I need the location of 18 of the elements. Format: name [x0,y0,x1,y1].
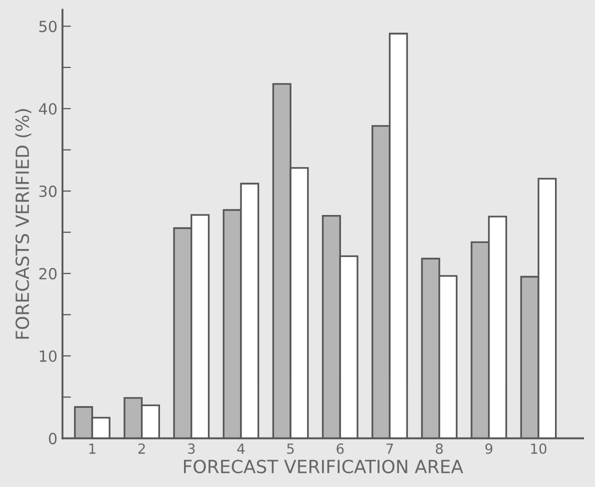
x-tick-label: 5 [287,444,294,454]
x-tick-label: 6 [336,443,344,454]
x-tick-label: 1 [89,444,96,454]
y-tick-label: 20 [39,268,57,280]
y-tick-label: 30 [39,186,57,198]
x-tick-label: 7 [386,444,393,454]
x-tick-label: 10 [531,443,546,454]
x-tick-label: 8 [436,443,443,454]
y-tick-label: 40 [38,103,57,115]
x-tick-label: 4 [237,444,245,454]
y-axis-title: FORECASTS VERIFIED (%) [15,109,32,339]
y-tick-label: 50 [39,20,57,32]
x-tick-label: 2 [138,443,145,454]
x-tick-label: 9 [485,443,492,454]
x-tick-label: 3 [188,443,195,454]
y-tick-label: 0 [48,432,57,444]
y-tick-label: 10 [40,350,57,362]
x-axis-title: FORECAST VERIFICATION AREA [184,460,464,474]
